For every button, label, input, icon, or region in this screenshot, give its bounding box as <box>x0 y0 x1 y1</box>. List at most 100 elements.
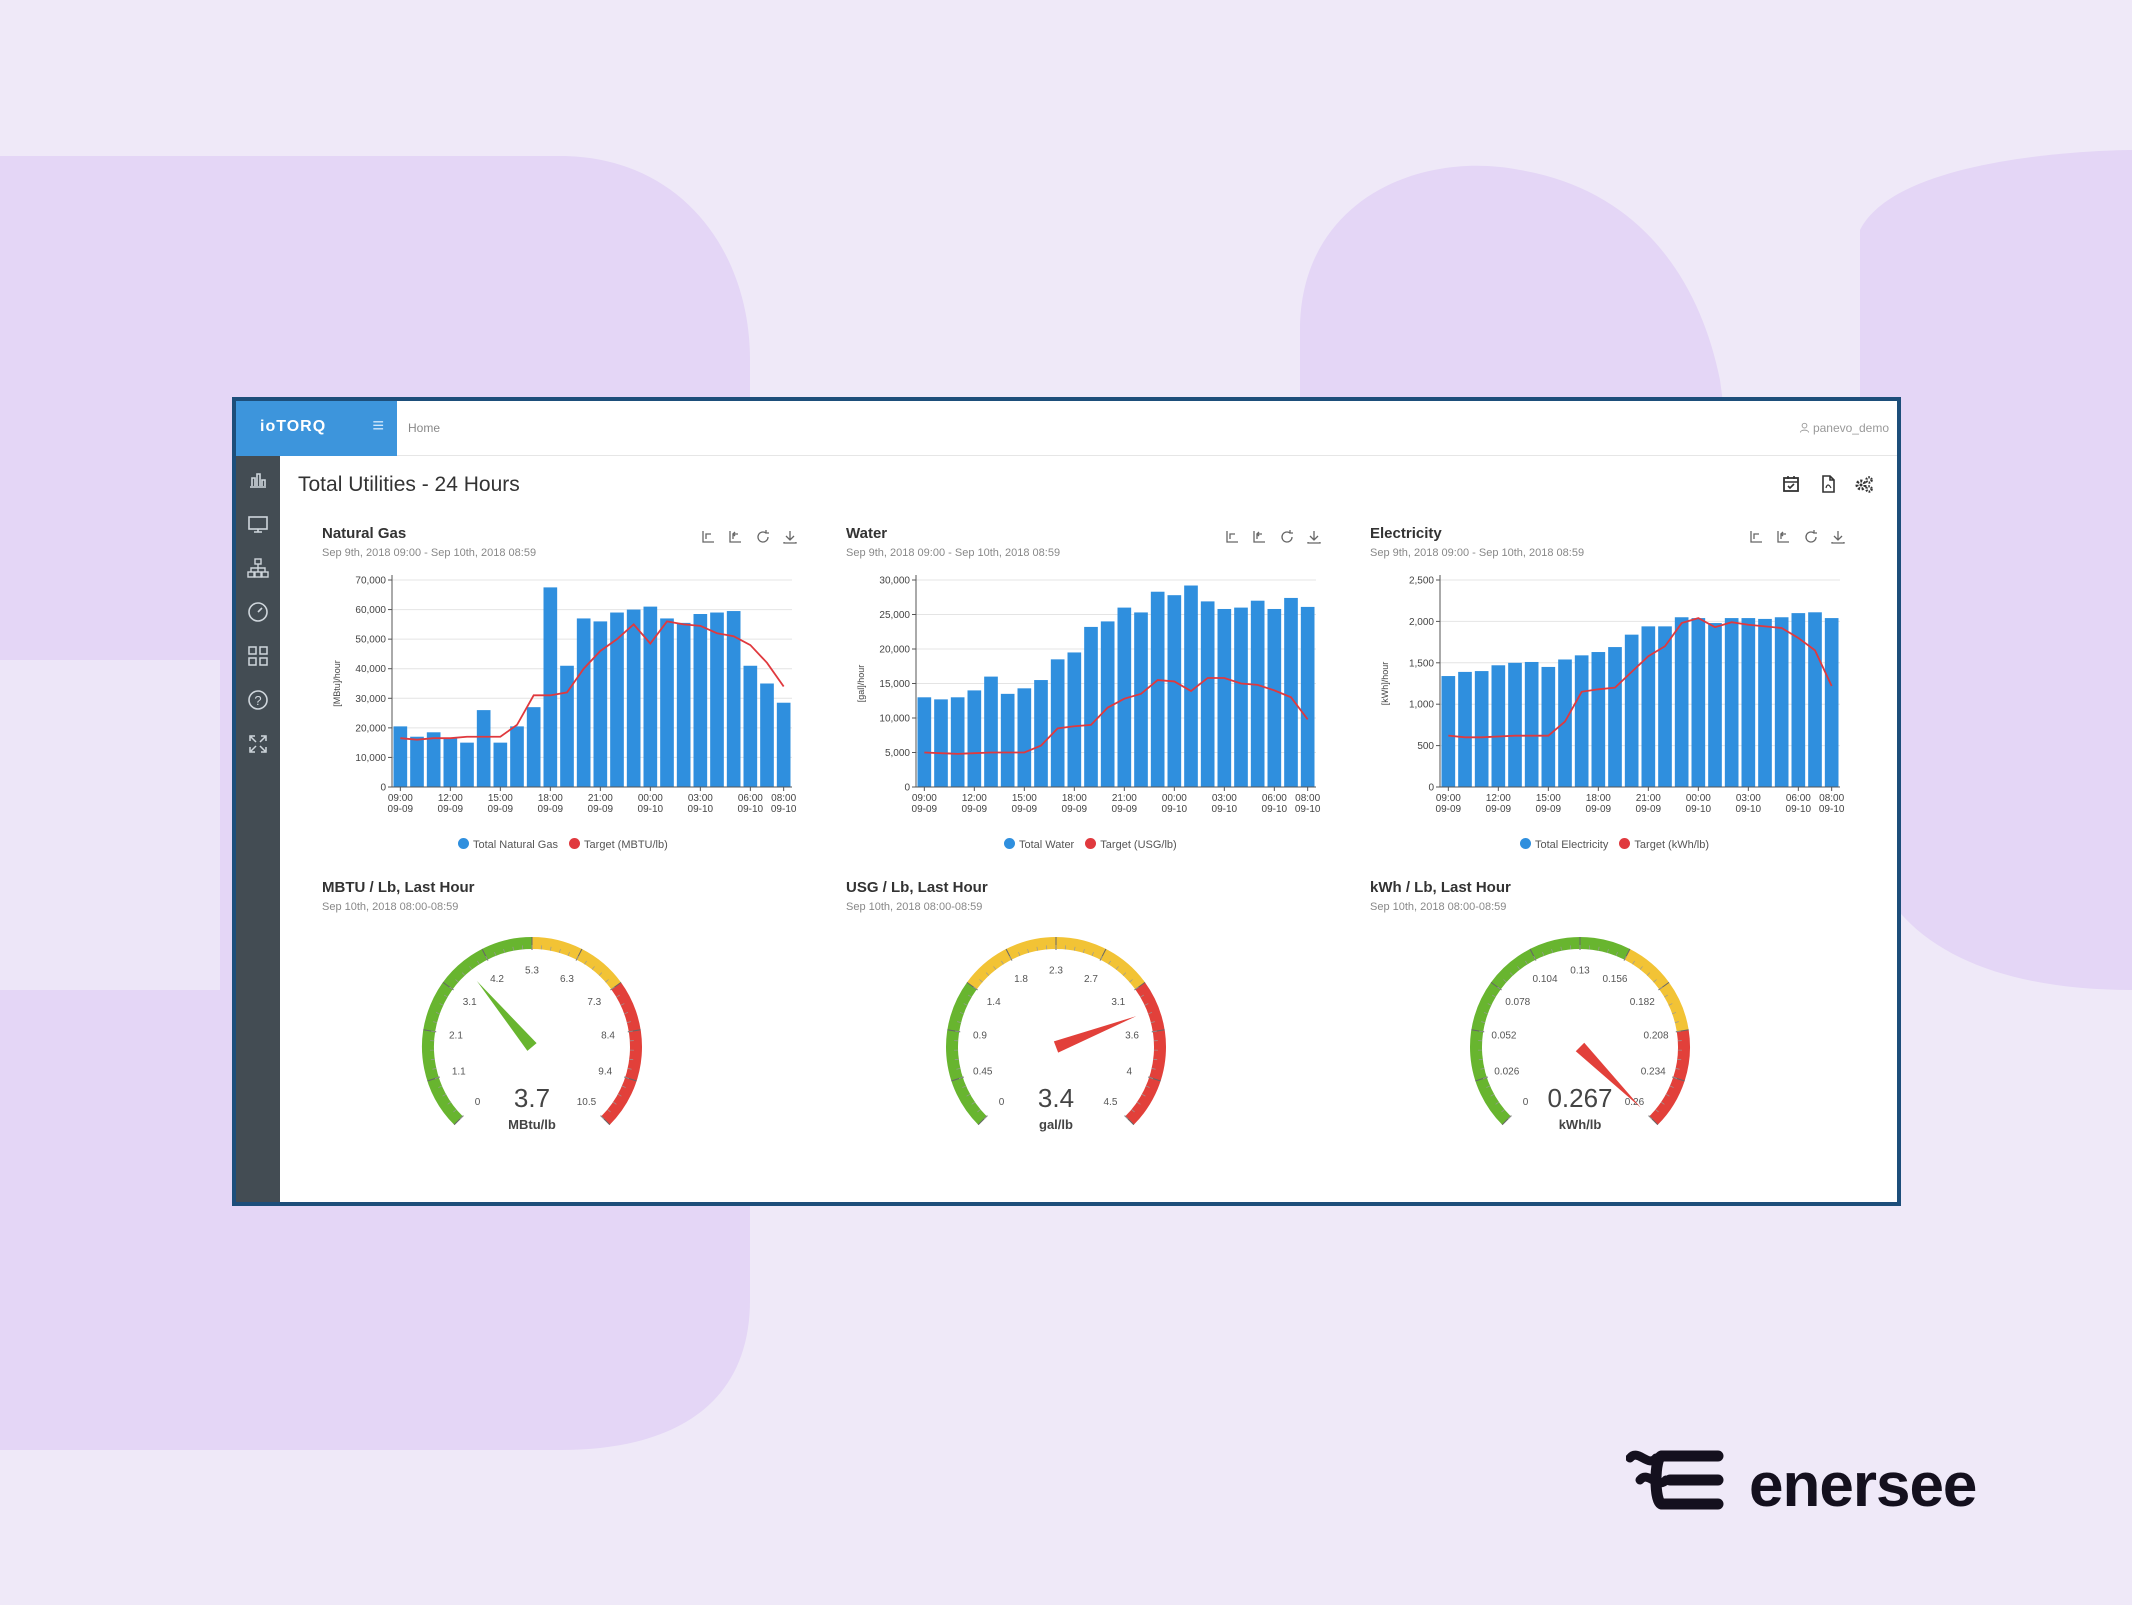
gauge-tick-label: 0.9 <box>973 1030 987 1041</box>
legend-item-target[interactable]: Target (USG/lb) <box>1085 838 1177 851</box>
gauge-minor-tick <box>625 1076 630 1079</box>
x-tick-time: 00:00 <box>1162 793 1187 804</box>
zoom-icon[interactable] <box>699 528 717 546</box>
gauge-needle <box>1053 1016 1137 1053</box>
legend-item-bars[interactable]: Total Natural Gas <box>458 838 558 851</box>
zoom-icon[interactable] <box>1223 528 1241 546</box>
bar <box>410 736 424 787</box>
gauge-title: USG / Lb, Last Hour <box>846 879 988 896</box>
x-tick-date: 09-09 <box>1012 804 1038 815</box>
gauge-minor-tick <box>442 1093 447 1097</box>
legend-dot <box>1619 838 1631 849</box>
gauge-minor-tick <box>432 1068 437 1070</box>
gauge-minor-tick <box>1646 972 1651 976</box>
zoom-reset-icon[interactable] <box>726 528 744 546</box>
gauge-value: 3.7 <box>514 1083 550 1113</box>
bar <box>1658 626 1672 787</box>
gauge-tick-label: 0.234 <box>1641 1066 1666 1077</box>
chart-subtitle: Sep 9th, 2018 09:00 - Sep 10th, 2018 08:… <box>846 547 1061 559</box>
zoom-reset-icon[interactable] <box>1250 528 1268 546</box>
gauge-minor-tick <box>1632 960 1635 965</box>
bar <box>1674 617 1689 787</box>
gauge-minor-tick <box>1655 1109 1659 1113</box>
gauge-minor-tick <box>605 979 609 983</box>
pdf-icon[interactable] <box>1817 473 1839 495</box>
bar-chart-icon[interactable] <box>244 466 272 494</box>
download-icon[interactable] <box>1829 528 1847 546</box>
bar <box>1808 612 1822 787</box>
help-icon[interactable]: ? <box>244 686 272 714</box>
gauge-minor-tick <box>1027 948 1029 953</box>
download-icon[interactable] <box>1305 528 1323 546</box>
gauge-minor-tick <box>956 1068 961 1070</box>
x-tick-date: 09-09 <box>1486 804 1512 815</box>
refresh-icon[interactable] <box>1802 528 1820 546</box>
user-menu[interactable]: panevo_demo <box>1799 421 1889 435</box>
legend-item-bars[interactable]: Total Water <box>1004 838 1074 851</box>
gauge-minor-tick <box>447 1101 452 1105</box>
hierarchy-icon[interactable] <box>244 554 272 582</box>
chart-title: Natural Gas <box>322 525 407 542</box>
x-tick-time: 03:00 <box>688 793 713 804</box>
x-tick-date: 09-09 <box>1436 804 1462 815</box>
gauge-minor-tick <box>1144 1003 1149 1006</box>
breadcrumb-home[interactable]: Home <box>408 421 441 435</box>
x-tick-date: 09-09 <box>962 804 988 815</box>
settings-gears-icon[interactable] <box>1853 473 1875 495</box>
gauge-minor-tick <box>1674 1021 1679 1023</box>
natural-gas-chart-panel: Natural Gas Sep 9th, 2018 09:00 - Sep 10… <box>322 525 832 865</box>
gauge-needle <box>476 980 537 1051</box>
app-window: ioTORQ ≡ Home panevo_demo <box>232 397 1901 1206</box>
gauge-minor-tick <box>1480 1068 1485 1070</box>
gauge-tick-label: 0.45 <box>973 1066 993 1077</box>
legend-item-target[interactable]: Target (MBTU/lb) <box>569 838 668 851</box>
gauge-minor-tick <box>1074 946 1076 951</box>
x-tick-time: 08:00 <box>1819 793 1844 804</box>
calendar-icon[interactable] <box>1780 473 1802 495</box>
refresh-icon[interactable] <box>754 528 772 546</box>
gauge-minor-tick <box>1115 966 1119 970</box>
x-tick-date: 09-09 <box>388 804 414 815</box>
gauge-minor-tick <box>584 960 587 965</box>
y-tick-label: 1,500 <box>1409 658 1434 669</box>
bar <box>1217 608 1232 787</box>
gauge-needle <box>1575 1042 1641 1108</box>
brand-logo[interactable]: ioTORQ <box>260 418 327 435</box>
gauge-minor-tick <box>1135 986 1139 990</box>
zoom-icon[interactable] <box>1747 528 1765 546</box>
page-title: Total Utilities - 24 Hours <box>298 473 520 496</box>
gauge-tick-label: 0.156 <box>1602 974 1627 985</box>
monitor-icon[interactable] <box>244 510 272 538</box>
gauge-tick-label: 6.3 <box>560 974 574 985</box>
download-icon[interactable] <box>781 528 799 546</box>
gauge-minor-tick <box>966 1093 971 1097</box>
chart-tools <box>694 528 799 551</box>
legend-item-target[interactable]: Target (kWh/lb) <box>1619 838 1709 851</box>
gauge-tick-label: 0.13 <box>1570 966 1590 977</box>
gauge-minor-tick <box>461 972 466 976</box>
menu-toggle-icon[interactable]: ≡ <box>372 415 385 437</box>
target-line <box>1448 617 1833 739</box>
gauge-tick-label: 7.3 <box>587 997 601 1008</box>
bar <box>1558 659 1572 787</box>
gauge-subtitle: Sep 10th, 2018 08:00-08:59 <box>846 901 983 913</box>
grid-icon[interactable] <box>244 642 272 670</box>
bar <box>917 697 932 787</box>
gauge-minor-tick <box>1009 955 1012 960</box>
gauge-minor-tick <box>434 1076 439 1079</box>
x-tick-time: 15:00 <box>488 793 513 804</box>
user-icon <box>1799 422 1809 433</box>
legend-item-bars[interactable]: Total Electricity <box>1520 838 1608 851</box>
fullscreen-icon[interactable] <box>244 730 272 758</box>
gauge-tick-label: 0 <box>475 1097 481 1108</box>
bar <box>610 612 624 787</box>
zoom-reset-icon[interactable] <box>1774 528 1792 546</box>
brand-bar[interactable]: ioTORQ ≡ <box>236 401 397 456</box>
natural-gas-bar-chart: 0 10,000 20,000 30,000 40,000 50,000 60,000 70,… <box>332 575 797 815</box>
gauge-band <box>422 937 533 1125</box>
bar <box>1034 680 1048 787</box>
gauge-minor-tick <box>1091 952 1094 957</box>
bar <box>984 676 998 787</box>
gauge-icon[interactable] <box>244 598 272 626</box>
refresh-icon[interactable] <box>1278 528 1296 546</box>
